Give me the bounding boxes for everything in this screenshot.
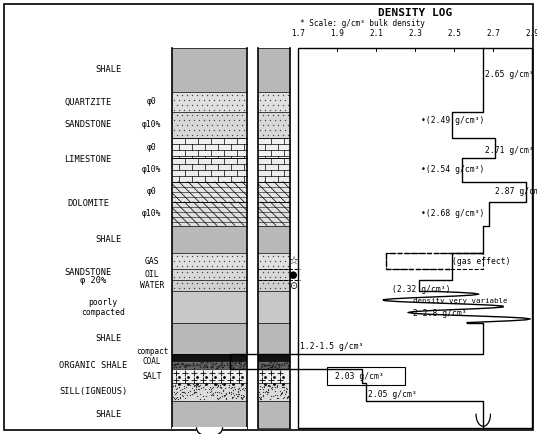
Bar [386,253,483,270]
Text: 2.5: 2.5 [447,29,461,37]
Text: density very variable: density very variable [413,298,507,304]
Bar [172,48,247,92]
Bar [172,253,247,270]
Bar [258,292,290,322]
Bar [172,322,247,354]
Bar [172,280,247,292]
Text: 1.9: 1.9 [330,29,344,37]
Bar [258,401,290,428]
Text: SHALE: SHALE [95,410,121,419]
Bar [172,361,247,369]
Text: poorly: poorly [89,298,118,306]
Bar [172,226,247,253]
Text: φ0: φ0 [147,98,157,106]
Text: 2.7: 2.7 [486,29,500,37]
Bar [172,270,247,280]
Bar [172,383,247,401]
Text: * Scale: g/cm³ bulk density: * Scale: g/cm³ bulk density [300,19,425,27]
Text: φ10%: φ10% [142,165,162,174]
Text: φ0: φ0 [147,143,157,152]
Bar [258,369,290,383]
Text: cave: cave [224,432,243,434]
Text: SALT: SALT [142,372,162,381]
Text: 2.71 g/cm³: 2.71 g/cm³ [485,146,534,155]
Bar [298,48,532,428]
Bar [172,158,247,181]
Text: ⊙: ⊙ [289,281,297,291]
Text: φ 20%: φ 20% [80,276,106,285]
Text: φ10%: φ10% [142,209,162,218]
Text: SILL(IGNEOUS): SILL(IGNEOUS) [59,387,127,396]
Text: SHALE: SHALE [95,334,121,342]
Text: DENSITY LOG: DENSITY LOG [378,8,452,18]
Bar [258,322,290,354]
Bar [172,202,247,226]
Text: SANDSTONE: SANDSTONE [64,120,112,129]
Bar [172,292,247,322]
Polygon shape [476,414,490,426]
Bar [172,401,247,428]
Bar [258,202,290,226]
Bar [172,369,247,383]
Text: •(2.68 g/cm³): •(2.68 g/cm³) [421,209,484,218]
Bar [258,383,290,401]
Text: OIL: OIL [144,270,159,279]
Text: SANDSTONE: SANDSTONE [64,268,112,277]
Bar [258,181,290,202]
Text: (2.32 g/cm³): (2.32 g/cm³) [391,286,450,294]
Text: GAS: GAS [144,257,159,266]
Text: (gas effect): (gas effect) [452,257,511,266]
Text: •(2.54 g/cm³): •(2.54 g/cm³) [421,165,484,174]
Text: 1.2-1.5 g/cm³: 1.2-1.5 g/cm³ [300,342,364,351]
Polygon shape [172,428,247,434]
Bar [258,112,290,138]
Bar [258,280,290,292]
Bar [258,354,290,361]
Text: ●: ● [289,270,297,280]
Bar [258,158,290,181]
Bar [258,92,290,112]
Bar [258,138,290,158]
Bar [172,181,247,202]
Bar [258,270,290,280]
Text: SHALE: SHALE [95,66,121,75]
Text: 2-2.8 g/cm³: 2-2.8 g/cm³ [413,309,467,318]
Bar [172,138,247,158]
Text: 2.1: 2.1 [369,29,383,37]
Text: QUARTZITE: QUARTZITE [64,98,112,106]
Bar [172,354,247,361]
Text: 2.3: 2.3 [408,29,422,37]
Text: 2.05 g/cm³: 2.05 g/cm³ [368,390,417,399]
Text: ORGANIC SHALE: ORGANIC SHALE [59,361,127,369]
Bar [258,361,290,369]
Bar [327,367,405,385]
Text: COAL: COAL [143,357,161,366]
Text: SHALE: SHALE [95,235,121,244]
Text: 2.87 g/cm³: 2.87 g/cm³ [495,187,537,196]
Text: ☆: ☆ [288,256,298,266]
Bar [258,253,290,270]
Text: 2.03 g/cm³: 2.03 g/cm³ [335,372,384,381]
Bar [258,226,290,253]
Text: WATER: WATER [140,282,164,290]
Bar [258,48,290,92]
Text: 1.7: 1.7 [291,29,305,37]
Text: DOLOMITE: DOLOMITE [67,199,109,208]
Bar [172,354,247,361]
Text: 2.9: 2.9 [525,29,537,37]
Bar [172,92,247,112]
Text: 2.65 g/cm³: 2.65 g/cm³ [485,70,534,79]
Text: compacted: compacted [81,308,125,316]
Text: LIMESTONE: LIMESTONE [64,155,112,164]
Text: compact: compact [136,347,168,356]
Bar [172,112,247,138]
Text: •(2.49 g/cm³): •(2.49 g/cm³) [421,116,484,125]
Bar [258,354,290,361]
Text: φ0: φ0 [147,187,157,196]
Text: φ10%: φ10% [142,120,162,129]
